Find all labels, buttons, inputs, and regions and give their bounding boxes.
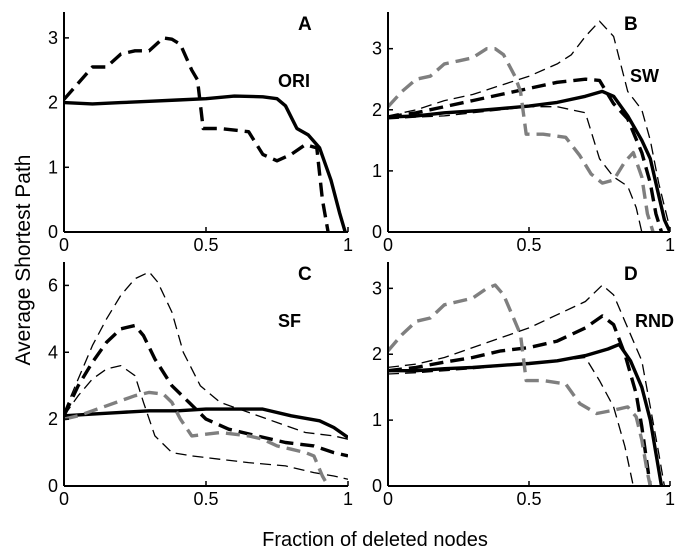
x-tick-label-a: 0 [59,235,69,255]
y-tick-label-a: 0 [48,222,58,242]
y-tick-label-a: 2 [48,93,58,113]
series-line-d-3 [388,284,666,487]
series-line-a-1 [64,94,347,233]
panel-a: 0 0.5 1 0 1 2 3 A ORI [48,12,353,255]
panel-annotation-a: ORI [278,71,310,91]
series-line-b-4 [388,106,643,233]
y-tick-label-b: 2 [372,100,382,120]
y-axis-label: Average Shortest Path [12,155,35,366]
series-line-b-2 [388,77,664,233]
y-tick-label-b: 0 [372,222,382,242]
panel-label-b: B [624,14,638,35]
y-tick-label-a: 1 [48,157,58,177]
x-tick-label-c: 0 [59,489,69,509]
x-tick-label-c: 1 [343,489,353,509]
series-line-d-1 [388,342,664,487]
panel-label-d: D [624,264,638,285]
x-axis-label: Fraction of deleted nodes [262,529,488,551]
panel-d: 0 0.5 1 0 1 2 3 D RND [372,262,675,509]
y-tick-label-c: 2 [48,409,58,429]
x-tick-label-d: 0.5 [516,489,541,509]
x-tick-label-d: 1 [665,489,675,509]
series-line-a-2 [64,36,330,233]
y-tick-label-c: 6 [48,275,58,295]
panel-b: 0 0.5 1 0 1 2 3 B SW [372,12,675,255]
series-line-c-1 [64,407,348,439]
x-tick-label-a: 0.5 [193,235,218,255]
series-line-c-3 [64,271,348,440]
x-tick-label-b: 0 [383,235,393,255]
series-line-c-5 [64,390,330,487]
y-tick-label-d: 3 [372,278,382,298]
x-tick-label-c: 0.5 [193,489,218,509]
series-line-b-1 [388,89,670,233]
y-tick-label-d: 0 [372,476,382,496]
y-tick-label-d: 1 [372,410,382,430]
panel-annotation-d: RND [635,311,674,331]
x-tick-label-a: 1 [343,235,353,255]
panel-annotation-b: SW [630,66,659,86]
series-line-d-4 [388,356,634,487]
series-line-d-5 [388,283,652,487]
y-tick-label-b: 3 [372,39,382,59]
x-tick-label-b: 0.5 [516,235,541,255]
panel-c: 0 0.5 1 0 2 4 6 C SF [48,262,353,509]
y-tick-label-b: 1 [372,161,382,181]
series-line-c-4 [64,364,348,480]
y-tick-label-c: 4 [48,342,58,362]
series-line-c-2 [64,323,348,458]
x-tick-label-d: 0 [383,489,393,509]
series-line-d-2 [388,314,652,487]
panel-label-c: C [298,264,312,285]
y-tick-label-a: 3 [48,28,58,48]
panel-label-a: A [298,14,312,35]
series-line-b-5 [388,47,655,233]
series-line-b-3 [388,20,670,230]
x-tick-label-b: 1 [665,235,675,255]
y-tick-label-d: 2 [372,344,382,364]
y-tick-label-c: 0 [48,476,58,496]
panel-annotation-c: SF [278,311,301,331]
